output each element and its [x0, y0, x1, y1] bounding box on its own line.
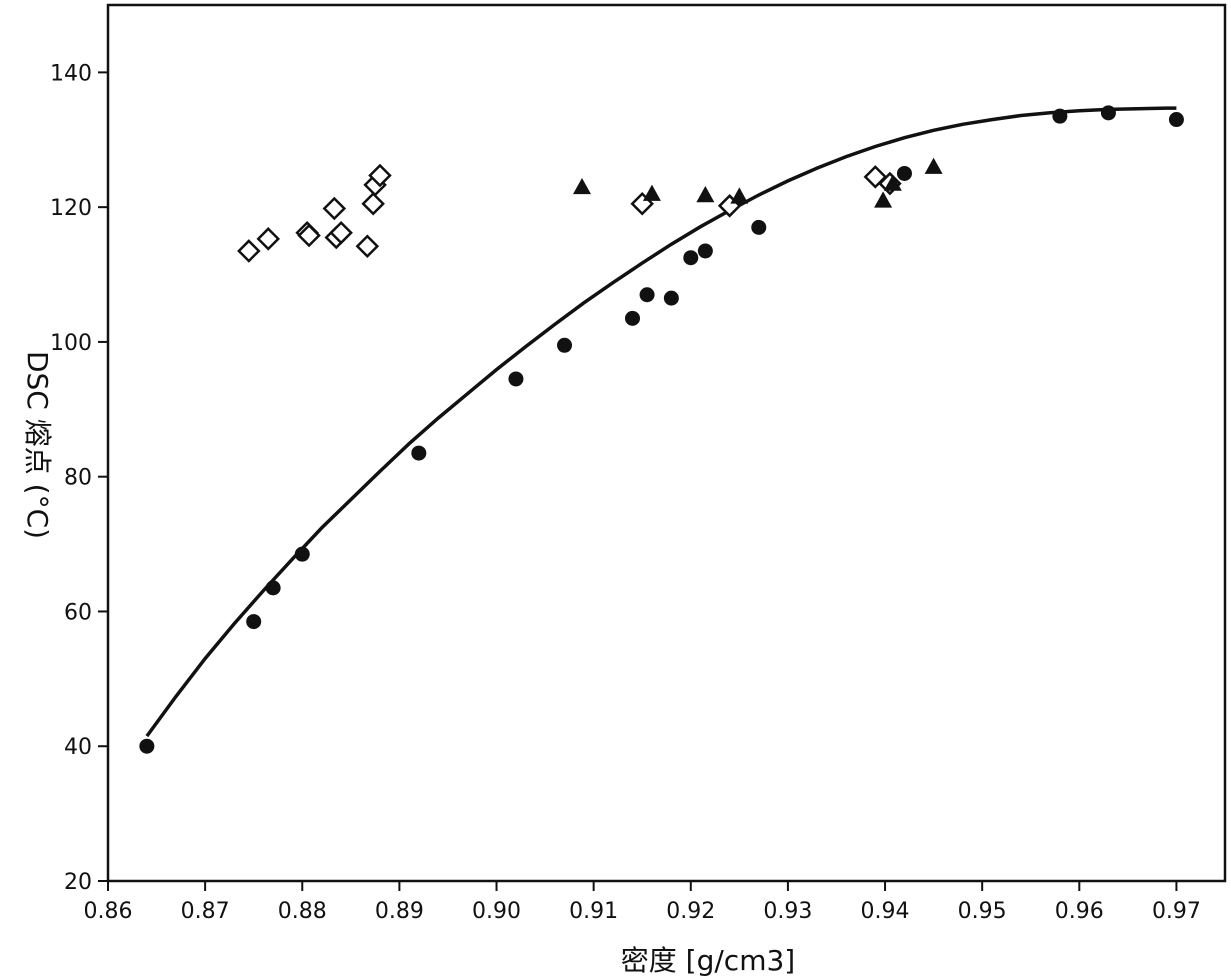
y-tick-label: 100 — [50, 331, 92, 356]
data-point-circle — [1101, 105, 1116, 120]
data-point-circle — [683, 250, 698, 265]
data-point-diamond — [363, 194, 383, 214]
data-point-circle — [139, 739, 154, 754]
x-tick-label: 0.96 — [1055, 899, 1104, 924]
data-point-diamond — [258, 229, 278, 249]
data-point-circle — [557, 338, 572, 353]
data-point-circle — [625, 311, 640, 326]
data-point-circle — [1169, 112, 1184, 127]
data-point-circle — [751, 220, 766, 235]
x-tick-label: 0.86 — [84, 899, 133, 924]
x-tick-label: 0.89 — [375, 899, 424, 924]
data-point-circle — [664, 291, 679, 306]
fit-curve — [147, 108, 1177, 736]
y-tick-label: 80 — [64, 466, 92, 491]
x-tick-label: 0.91 — [569, 899, 618, 924]
x-tick-label: 0.97 — [1152, 899, 1201, 924]
plot-frame — [108, 5, 1225, 881]
data-point-circle — [897, 166, 912, 181]
x-tick-label: 0.92 — [666, 899, 715, 924]
data-point-circle — [698, 243, 713, 258]
y-tick-label: 40 — [64, 735, 92, 760]
x-tick-label: 0.88 — [278, 899, 327, 924]
data-point-circle — [1052, 109, 1067, 124]
data-point-triangle — [696, 186, 714, 202]
x-axis-title: 密度 [g/cm3] — [621, 944, 795, 977]
data-point-circle — [508, 371, 523, 386]
y-tick-label: 120 — [50, 196, 92, 221]
x-tick-label: 0.93 — [763, 899, 812, 924]
y-tick-label: 20 — [64, 870, 92, 895]
y-axis-title: DSC 熔点 (°C) — [21, 351, 54, 539]
x-tick-label: 0.95 — [958, 899, 1007, 924]
data-point-diamond — [357, 236, 377, 256]
data-point-diamond — [324, 199, 344, 219]
y-tick-label: 140 — [50, 61, 92, 86]
data-point-triangle — [573, 178, 591, 194]
x-axis: 0.86 0.87 0.88 0.89 0.90 0.91 0.92 0.93 0.94 0.95… — [84, 881, 1201, 924]
data-point-circle — [266, 580, 281, 595]
data-point-circle — [640, 287, 655, 302]
data-point-circle — [246, 614, 261, 629]
x-tick-label: 0.90 — [472, 899, 521, 924]
data-point-triangle — [643, 185, 661, 201]
y-tick-label: 60 — [64, 600, 92, 625]
plot-area — [139, 105, 1184, 753]
x-tick-label: 0.87 — [181, 899, 230, 924]
data-point-circle — [411, 446, 426, 461]
data-point-triangle — [730, 187, 748, 203]
x-tick-label: 0.94 — [861, 899, 910, 924]
data-point-triangle — [925, 158, 943, 174]
y-axis: 20 40 60 80 100 120 140 — [50, 61, 108, 895]
data-point-circle — [295, 547, 310, 562]
data-point-diamond — [239, 241, 259, 261]
